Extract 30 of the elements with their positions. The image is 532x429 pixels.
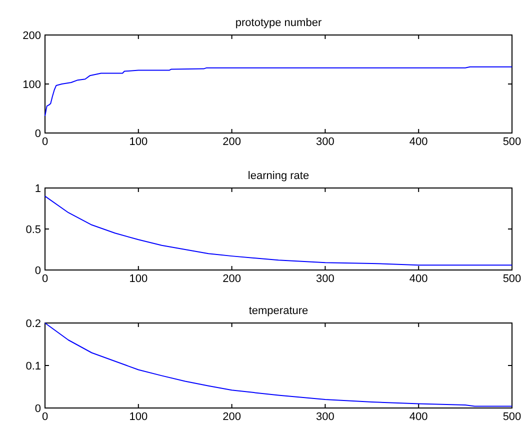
x-tick-label: 500 <box>502 136 522 148</box>
x-tick-label: 100 <box>129 411 148 423</box>
y-tick-label: 0.2 <box>26 318 41 330</box>
x-tick-label: 300 <box>316 411 334 423</box>
x-tick-label: 200 <box>222 411 241 423</box>
y-tick-label: 100 <box>22 79 41 91</box>
chart-title: prototype number <box>235 17 322 29</box>
x-tick-label: 500 <box>502 411 522 423</box>
chart-title: temperature <box>248 305 308 317</box>
x-tick-label: 100 <box>129 273 148 285</box>
x-tick-label: 300 <box>316 136 334 148</box>
x-tick-label: 200 <box>222 136 241 148</box>
x-tick-label: 400 <box>409 273 428 285</box>
y-tick-label: 0 <box>34 403 41 415</box>
y-tick-label: 0 <box>34 265 41 277</box>
chart-title: learning rate <box>248 170 310 182</box>
line-series <box>44 66 512 116</box>
y-tick-label: 200 <box>22 30 41 42</box>
line-series <box>44 196 512 266</box>
x-tick-label: 500 <box>502 273 522 285</box>
y-tick-label: 1 <box>34 183 41 195</box>
line-series <box>44 322 512 407</box>
x-tick-label: 100 <box>129 136 148 148</box>
x-tick-label: 300 <box>316 273 334 285</box>
y-tick-label: 0 <box>34 128 41 140</box>
y-tick-label: 0.5 <box>26 224 41 236</box>
x-tick-label: 200 <box>222 273 241 285</box>
y-tick-label: 0.1 <box>26 360 41 372</box>
x-tick-label: 400 <box>409 136 428 148</box>
x-tick-label: 400 <box>409 411 428 423</box>
